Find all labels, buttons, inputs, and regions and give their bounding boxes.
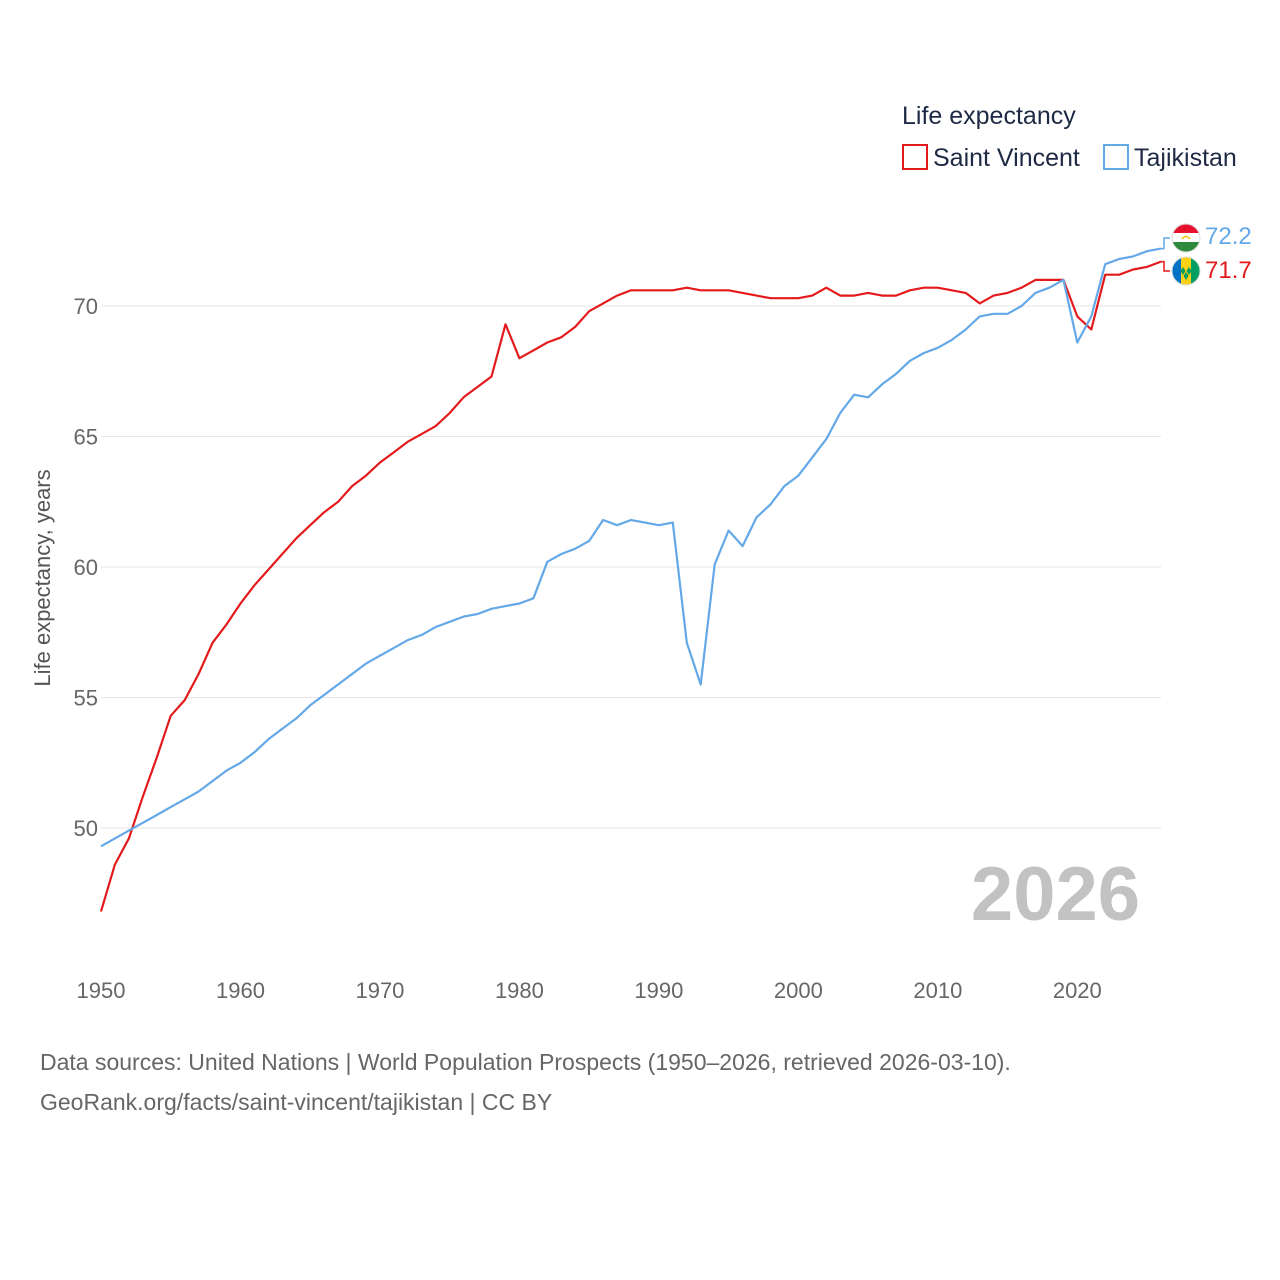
y-axis-title: Life expectancy, years (30, 469, 55, 686)
current-year-watermark: 2026 (971, 852, 1140, 937)
x-tick-label-1990: 1990 (634, 978, 683, 1003)
series-lines (99, 247, 1162, 912)
x-tick-label-2020: 2020 (1053, 978, 1102, 1003)
x-tick-label-1980: 1980 (495, 978, 544, 1003)
data-sources-line: Data sources: United Nations | World Pop… (40, 1049, 1011, 1075)
x-tick-label-1960: 1960 (216, 978, 265, 1003)
tajikistan-label-connector (1161, 237, 1170, 250)
y-tick-label-60: 60 (74, 555, 98, 580)
y-tick-label-55: 55 (74, 686, 98, 711)
y-tick-label-70: 70 (74, 294, 98, 319)
legend-title: Life expectancy (902, 102, 1076, 130)
x-axis-ticks: 1950 1960 1970 1980 1990 2000 2010 2020 (77, 978, 1102, 1003)
gridlines (101, 305, 1161, 829)
life-expectancy-chart: 50 55 60 65 70 1950 1960 1970 1980 1990 2000 2010 2… (30, 102, 1252, 1003)
legend-item-saint-vincent[interactable]: Saint Vincent (902, 144, 1080, 172)
legend-swatch-saint-vincent (902, 144, 928, 170)
tajikistan-flag-icon (1171, 223, 1201, 253)
legend-label-tajikistan: Tajikistan (1134, 144, 1237, 172)
data-source-note: Data sources: United Nations | World Pop… (40, 1042, 1260, 1122)
x-tick-label-1970: 1970 (355, 978, 404, 1003)
series-line-tajikistan (100, 247, 1162, 848)
y-tick-label-65: 65 (74, 425, 98, 450)
x-tick-label-2000: 2000 (774, 978, 823, 1003)
x-tick-label-2010: 2010 (913, 978, 962, 1003)
tajikistan-end-value: 72.2 (1205, 223, 1252, 250)
legend-item-tajikistan[interactable]: Tajikistan (1103, 144, 1237, 172)
saint-vincent-flag-icon (1171, 256, 1201, 286)
credit-line: GeoRank.org/facts/saint-vincent/tajikist… (40, 1089, 553, 1115)
y-axis-ticks: 50 55 60 65 70 (74, 294, 98, 841)
legend-swatch-tajikistan (1103, 144, 1129, 170)
y-tick-label-50: 50 (74, 816, 98, 841)
legend: Life expectancy Saint Vincent Tajikistan (902, 102, 1237, 172)
x-tick-label-1950: 1950 (77, 978, 126, 1003)
series-line-saint-vincent (99, 260, 1162, 912)
legend-label-saint-vincent: Saint Vincent (933, 144, 1080, 172)
saint-vincent-label-connector (1161, 260, 1170, 272)
saint-vincent-end-value: 71.7 (1205, 257, 1252, 284)
